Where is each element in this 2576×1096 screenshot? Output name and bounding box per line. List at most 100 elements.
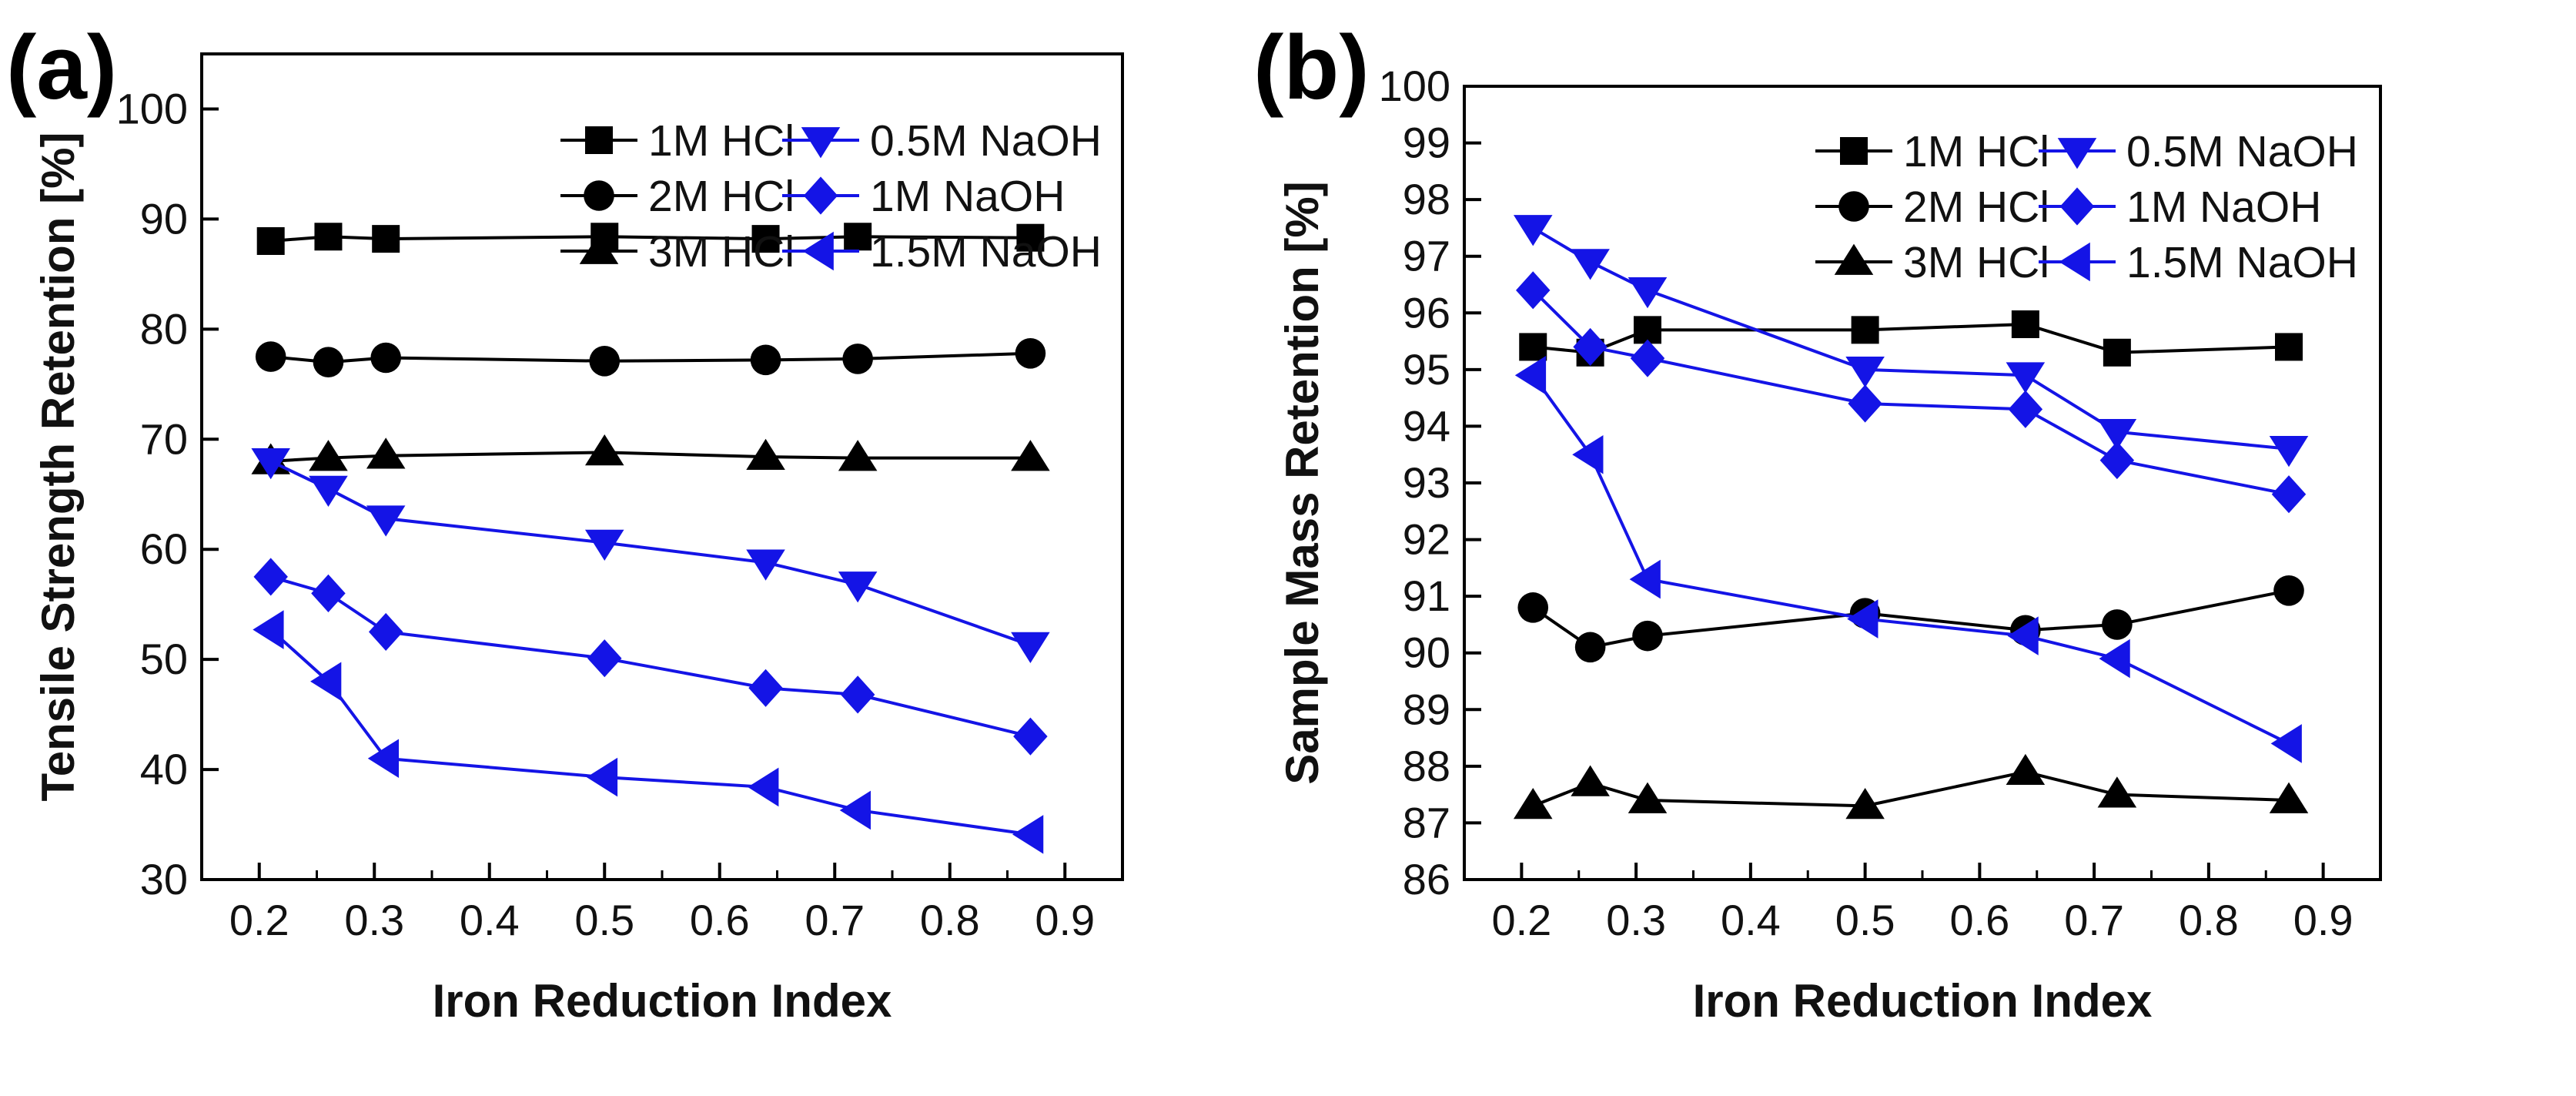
data-point bbox=[2097, 418, 2137, 451]
legend-label: 2M HCl bbox=[648, 172, 795, 221]
legend-label: 1.5M NaOH bbox=[2126, 238, 2358, 287]
series-line bbox=[270, 575, 1031, 739]
legend: 1M HCl 2M HCl 3M HCl 0.5M NaOH 1M NaOH 1.5M N… bbox=[560, 116, 1102, 277]
x-axis-label: Iron Reduction Index bbox=[1693, 975, 2153, 1027]
series-line bbox=[269, 628, 1031, 836]
series-2m-hcl bbox=[255, 337, 1046, 378]
data-point bbox=[1573, 327, 1607, 366]
data-point bbox=[2271, 475, 2307, 514]
data-point bbox=[2269, 782, 2309, 813]
data-point bbox=[750, 344, 781, 376]
legend-marker bbox=[1840, 137, 1868, 165]
data-point bbox=[840, 675, 875, 714]
x-tick-label: 0.7 bbox=[805, 896, 865, 944]
legend-item-3m-hcl: 3M HCl bbox=[560, 227, 795, 277]
y-tick-label: 30 bbox=[140, 855, 188, 903]
legend-label: 0.5M NaOH bbox=[2126, 127, 2358, 176]
data-point bbox=[746, 549, 785, 581]
series-1-5m-naoh bbox=[1514, 355, 2302, 763]
data-point bbox=[838, 571, 878, 603]
y-axis-label: Tensile Strength Retention [%] bbox=[32, 132, 84, 802]
data-point bbox=[1630, 339, 1665, 377]
x-tick-label: 0.2 bbox=[1491, 896, 1551, 944]
data-point bbox=[366, 505, 406, 537]
y-tick-label: 92 bbox=[1403, 515, 1450, 564]
series-1m-hcl bbox=[256, 223, 1045, 255]
legend-marker bbox=[2059, 187, 2095, 226]
y-tick-label: 95 bbox=[1403, 345, 1450, 394]
data-point bbox=[589, 345, 621, 377]
panel-label: (a) bbox=[6, 17, 117, 119]
y-tick-label: 86 bbox=[1403, 855, 1450, 903]
data-point bbox=[842, 344, 873, 374]
legend-label: 1M HCl bbox=[1903, 127, 2049, 176]
data-point bbox=[2275, 333, 2303, 361]
data-point bbox=[2273, 575, 2304, 606]
data-point bbox=[1514, 355, 1547, 395]
series-1m-naoh bbox=[1516, 271, 2307, 514]
data-point bbox=[2006, 362, 2046, 394]
data-point bbox=[1013, 717, 1048, 756]
data-point bbox=[838, 440, 878, 471]
legend-item-2m-hcl: 2M HCl bbox=[1815, 183, 2049, 232]
legend-marker bbox=[585, 126, 613, 154]
data-point bbox=[1517, 592, 1549, 623]
legend-marker bbox=[801, 127, 841, 159]
legend-item-1-5m-naoh: 1.5M NaOH bbox=[782, 227, 1102, 277]
legend-label: 1M NaOH bbox=[870, 172, 1065, 221]
y-tick-label: 91 bbox=[1403, 571, 1450, 620]
data-point bbox=[584, 529, 624, 561]
legend: 1M HCl 2M HCl 3M HCl 0.5M NaOH 1M NaOH 1.5M N… bbox=[1815, 127, 2358, 287]
chart-panel-a: (a) 30 40 50 60 70 80 90 100 0.2 0.3 0.4 0.5 0.6 0.7 0.… bbox=[6, 17, 1124, 1027]
data-point bbox=[1847, 599, 1878, 638]
data-point bbox=[253, 558, 288, 596]
x-tick-label: 0.2 bbox=[229, 896, 289, 944]
y-tick-label: 96 bbox=[1403, 288, 1450, 337]
data-point bbox=[370, 342, 401, 374]
legend-marker bbox=[584, 180, 614, 211]
data-point bbox=[587, 639, 622, 678]
x-tick-label: 0.4 bbox=[1721, 896, 1781, 944]
y-tick-label: 40 bbox=[140, 745, 188, 793]
legend-label: 1M HCl bbox=[648, 116, 795, 166]
legend-item-1m-naoh: 1M NaOH bbox=[782, 172, 1065, 221]
data-point bbox=[1848, 384, 1882, 423]
data-point bbox=[839, 790, 871, 830]
data-point bbox=[1513, 787, 1553, 819]
x-tick-label: 0.8 bbox=[920, 896, 980, 944]
y-tick-label: 87 bbox=[1403, 798, 1450, 846]
data-point bbox=[2006, 753, 2046, 786]
legend-label: 3M HCl bbox=[648, 227, 795, 277]
series-2m-hcl bbox=[1517, 575, 2304, 663]
x-tick-label: 0.9 bbox=[2293, 896, 2354, 944]
series-0-5m-naoh bbox=[251, 448, 1050, 663]
y-tick-label: 90 bbox=[1403, 628, 1450, 677]
data-point bbox=[2011, 310, 2039, 338]
data-point bbox=[1632, 620, 1663, 652]
y-tick-label: 94 bbox=[1403, 401, 1450, 450]
data-point bbox=[748, 767, 779, 807]
x-tick-label: 0.4 bbox=[460, 896, 520, 944]
data-point bbox=[2103, 338, 2131, 367]
data-point bbox=[1845, 357, 1885, 388]
legend-marker bbox=[2057, 138, 2097, 169]
data-point bbox=[2269, 436, 2309, 468]
legend-item-1m-hcl: 1M HCl bbox=[1815, 127, 2049, 176]
data-point bbox=[255, 341, 286, 372]
legend-item-0-5m-naoh: 0.5M NaOH bbox=[2039, 127, 2358, 176]
series-0-5m-naoh bbox=[1513, 215, 2309, 468]
data-point bbox=[1571, 765, 1610, 796]
data-point bbox=[251, 448, 290, 480]
legend-item-1-5m-naoh: 1.5M NaOH bbox=[2039, 238, 2358, 287]
data-point bbox=[313, 347, 344, 378]
x-tick-label: 0.3 bbox=[344, 896, 404, 944]
x-tick-label: 0.5 bbox=[574, 896, 634, 944]
data-point bbox=[309, 475, 348, 507]
legend-marker bbox=[1838, 191, 1869, 222]
x-tick-label: 0.6 bbox=[690, 896, 750, 944]
y-tick-label: 100 bbox=[116, 84, 188, 132]
data-point bbox=[309, 440, 348, 471]
data-point bbox=[2099, 638, 2130, 679]
data-point bbox=[311, 574, 346, 612]
